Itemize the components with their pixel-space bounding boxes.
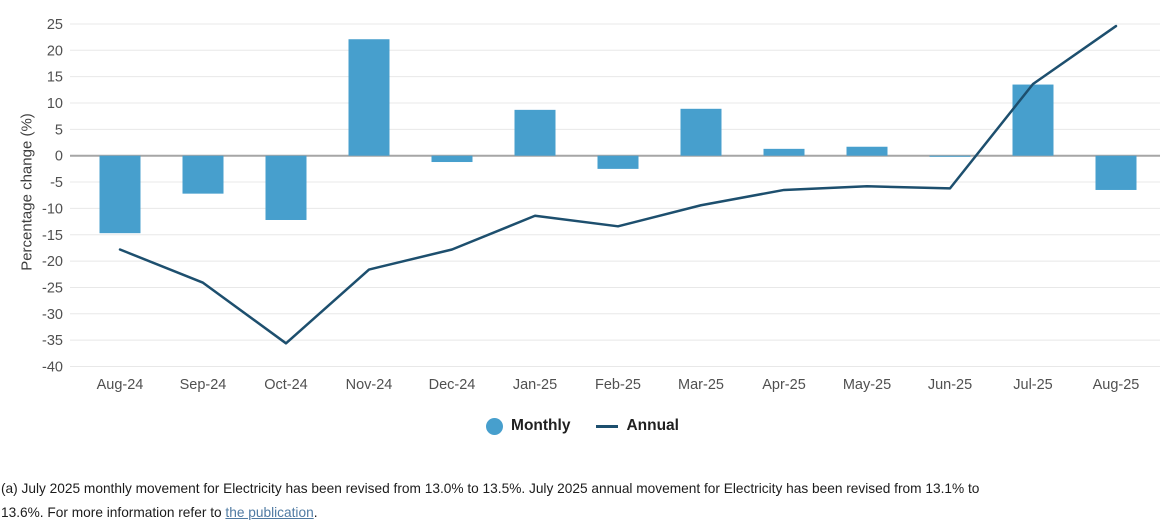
y-tick-label: -30	[42, 307, 63, 323]
x-tick-label: Feb-25	[595, 377, 641, 393]
x-tick-label: Jul-25	[1013, 377, 1053, 393]
annual-line	[118, 24, 1118, 345]
y-tick-label: 25	[47, 17, 63, 33]
bar-monthly[interactable]	[182, 155, 224, 194]
y-tick-label: 20	[47, 43, 63, 59]
y-tick-label: 10	[47, 96, 63, 112]
chart-canvas: 25 20 15 10 5 0 -5 -10 -15 -20 -25 -30 -35 -40 Aug-24 S…	[42, 17, 1160, 393]
y-tick-label: -20	[42, 254, 63, 270]
footnote-line1: (a) July 2025 monthly movement for Elect…	[1, 481, 980, 496]
y-tick-label: -40	[42, 360, 63, 376]
legend: Monthly Annual	[0, 417, 1165, 435]
footnote-line2-suffix: .	[313, 504, 318, 520]
y-tick-label: 0	[55, 149, 63, 165]
y-tick-label: -15	[42, 228, 63, 244]
x-tick-label: Mar-25	[678, 377, 724, 393]
x-tick-label: Aug-25	[1093, 377, 1140, 393]
bar-monthly[interactable]	[348, 39, 390, 156]
x-tick-label: Dec-24	[429, 377, 476, 393]
bar-monthly[interactable]	[929, 155, 971, 157]
x-tick-label: Jan-25	[513, 377, 557, 393]
y-tick-label: 15	[47, 70, 63, 86]
publication-link[interactable]: the publication	[225, 504, 314, 520]
bar-monthly[interactable]	[680, 108, 722, 156]
x-tick-label: Apr-25	[762, 377, 806, 393]
legend-item-annual[interactable]: Annual	[596, 417, 679, 435]
x-tick-label: Jun-25	[928, 377, 972, 393]
annual-line-icon	[596, 424, 619, 428]
bar-monthly[interactable]	[597, 155, 639, 169]
y-axis-title: Percentage change (%)	[18, 113, 36, 271]
bar-monthly[interactable]	[846, 146, 888, 156]
bar-monthly[interactable]	[1012, 84, 1054, 156]
x-tick-label: Nov-24	[346, 377, 393, 393]
legend-item-monthly[interactable]: Monthly	[486, 417, 570, 435]
y-tick-label: -5	[50, 175, 63, 191]
y-tick-label: -35	[42, 333, 63, 349]
x-tick-label: Aug-24	[97, 377, 144, 393]
y-tick-label: -10	[42, 201, 63, 217]
legend-annual-label: Annual	[626, 417, 679, 434]
bar-monthly[interactable]	[265, 155, 307, 220]
y-tick-label: -25	[42, 280, 63, 296]
monthly-dot-icon	[486, 417, 504, 435]
x-tick-label: Sep-24	[180, 377, 227, 393]
x-tick-label: May-25	[843, 377, 891, 393]
footnote-line2-prefix: 13.6%. For more information refer to	[1, 504, 226, 520]
bar-monthly[interactable]	[431, 155, 473, 163]
bar-monthly[interactable]	[514, 109, 556, 156]
x-tick-label: Oct-24	[264, 377, 308, 393]
bar-monthly[interactable]	[99, 155, 141, 234]
legend-monthly-label: Monthly	[511, 417, 571, 434]
y-tick-label: 5	[55, 122, 63, 138]
footnote: (a) July 2025 monthly movement for Elect…	[1, 477, 1161, 524]
bar-monthly[interactable]	[763, 148, 805, 156]
bar-monthly[interactable]	[1095, 155, 1137, 190]
